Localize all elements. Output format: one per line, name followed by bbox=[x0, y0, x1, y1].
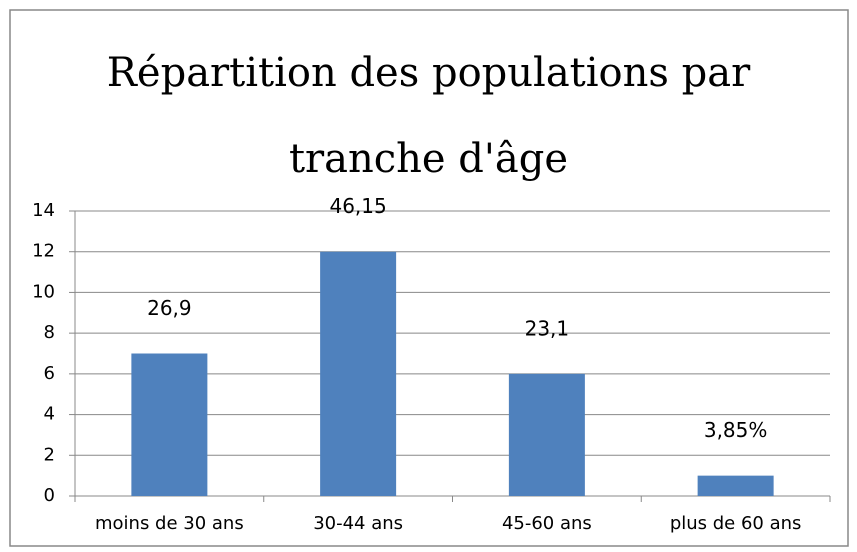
annotation: 23,1 bbox=[525, 316, 570, 340]
y-tick-label: 2 bbox=[44, 444, 55, 465]
y-tick-label: 6 bbox=[44, 363, 55, 384]
bar bbox=[697, 475, 774, 496]
y-tick-label: 4 bbox=[44, 404, 55, 425]
x-tick-label: plus de 60 ans bbox=[670, 513, 802, 534]
bar bbox=[131, 353, 208, 496]
y-tick-label: 14 bbox=[32, 200, 55, 221]
bar bbox=[508, 373, 585, 496]
x-tick-label: 30-44 ans bbox=[313, 513, 403, 534]
y-tick-label: 10 bbox=[32, 281, 55, 302]
annotation: 26,9 bbox=[147, 296, 192, 320]
y-tick-label: 12 bbox=[32, 241, 55, 262]
annotation: 46,15 bbox=[329, 194, 386, 218]
x-tick-label: 45-60 ans bbox=[502, 513, 592, 534]
y-tick-label: 0 bbox=[44, 485, 55, 506]
x-tick-label: moins de 30 ans bbox=[95, 513, 244, 534]
y-tick-label: 8 bbox=[44, 322, 55, 343]
chart-title: Répartition des populations par tranche … bbox=[106, 50, 751, 182]
annotation: 3,85% bbox=[704, 418, 768, 442]
bar bbox=[320, 251, 397, 496]
